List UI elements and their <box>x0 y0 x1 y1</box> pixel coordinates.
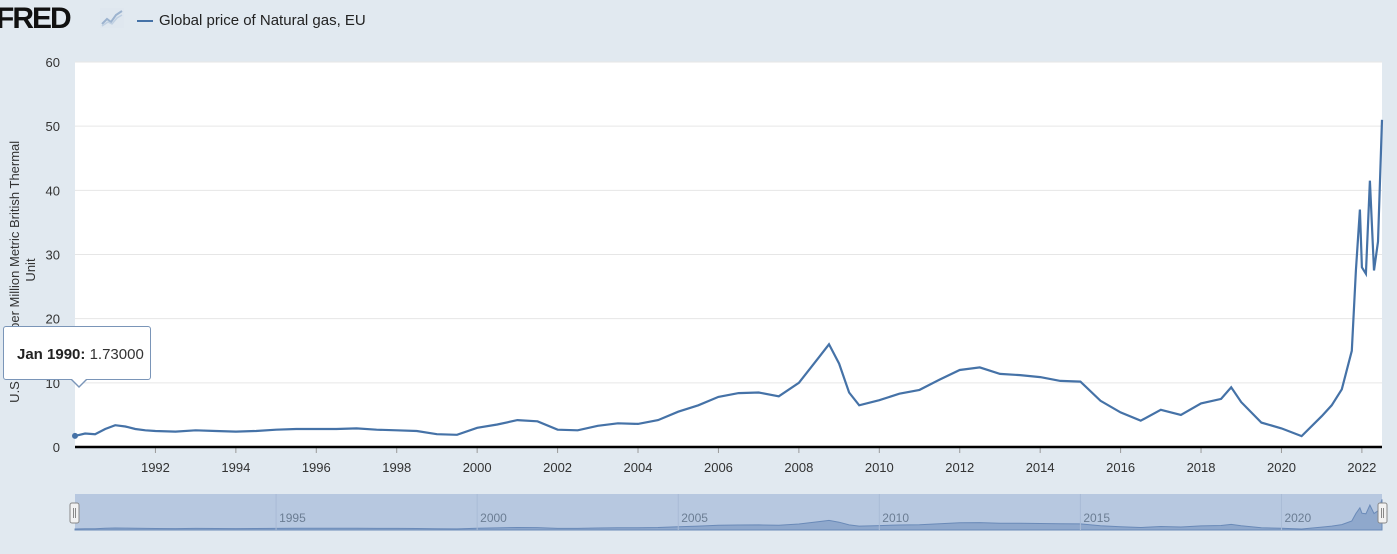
y-axis-label-line-2: Unit <box>23 258 38 282</box>
x-tick-label: 2018 <box>1187 460 1216 475</box>
tooltip-text: Jan 1990: 1.73000 <box>17 346 144 363</box>
gridlines <box>75 61 1382 384</box>
navigator[interactable]: 1995 2000 2005 2010 2015 2020 <box>69 494 1388 531</box>
y-tick-label: 40 <box>46 183 60 198</box>
navigator-right-handle[interactable] <box>1377 502 1388 524</box>
navigator-left-handle[interactable] <box>69 502 80 524</box>
tooltip-separator: : <box>80 346 86 363</box>
navigator-selection[interactable] <box>75 494 1382 530</box>
x-tick-label: 2008 <box>784 460 813 475</box>
x-tick-label: 1996 <box>302 460 331 475</box>
x-tick-label: 2006 <box>704 460 733 475</box>
x-tick-label: 2000 <box>463 460 492 475</box>
y-tick-label: 60 <box>46 55 60 70</box>
y-tick-label: 0 <box>53 440 60 455</box>
x-tick-label: 1992 <box>141 460 170 475</box>
fred-logo[interactable]: FRED <box>0 2 72 35</box>
navigator-tick-label: 2015 <box>1083 511 1110 525</box>
x-tick-label: 2020 <box>1267 460 1296 475</box>
fred-chart-logo-icon <box>100 8 124 28</box>
x-axis-ticks: 1992 1994 1996 1998 2000 2002 2004 2006 2008 2010… <box>141 447 1376 475</box>
tooltip-date: Jan 1990 <box>17 346 81 363</box>
x-tick-label: 2014 <box>1026 460 1055 475</box>
legend-label: Global price of Natural gas, EU <box>159 12 366 29</box>
x-tick-label: 2004 <box>624 460 653 475</box>
y-tick-label: 30 <box>46 248 60 263</box>
chart-header: FRED Global price of Natural gas, EU <box>0 0 1397 44</box>
x-tick-label: 1998 <box>382 460 411 475</box>
x-tick-label: 2016 <box>1106 460 1135 475</box>
x-tick-label: 2012 <box>945 460 974 475</box>
navigator-tick-label: 2000 <box>480 511 507 525</box>
x-tick-label: 2022 <box>1347 460 1376 475</box>
x-tick-label: 1994 <box>221 460 250 475</box>
x-tick-label: 2010 <box>865 460 894 475</box>
navigator-area <box>74 499 1383 531</box>
navigator-ticks: 1995 2000 2005 2010 2015 2020 <box>275 494 1311 530</box>
hover-point <box>72 432 78 439</box>
tooltip-value: 1.73000 <box>89 346 144 363</box>
legend[interactable]: Global price of Natural gas, EU <box>137 12 366 29</box>
navigator-tick-label: 2010 <box>882 511 909 525</box>
navigator-tick-label: 2005 <box>681 511 708 525</box>
legend-swatch-icon <box>137 20 153 23</box>
tooltip: Jan 1990: 1.73000 <box>3 326 151 388</box>
y-tick-label: 50 <box>46 119 60 134</box>
navigator-tick-label: 2020 <box>1284 511 1311 525</box>
y-tick-label: 20 <box>46 312 60 327</box>
series-line[interactable] <box>74 119 1384 438</box>
tooltip-pointer <box>70 378 88 388</box>
x-tick-label: 2002 <box>543 460 572 475</box>
navigator-tick-label: 1995 <box>279 511 306 525</box>
